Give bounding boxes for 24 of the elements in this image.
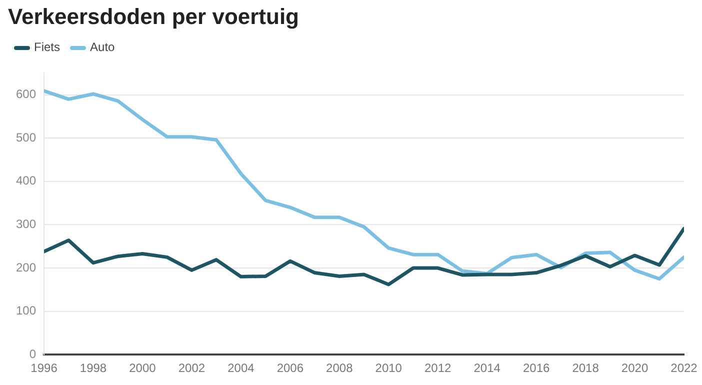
y-tick-label: 300 xyxy=(16,217,36,232)
legend-label: Fiets xyxy=(33,40,60,54)
legend-label: Auto xyxy=(89,40,115,54)
x-tick-label: 1996 xyxy=(30,361,58,376)
x-tick-label: 2002 xyxy=(178,361,206,376)
x-tick-label: 1998 xyxy=(80,361,107,376)
x-tick-label: 2010 xyxy=(375,361,402,376)
x-tick-label: 2004 xyxy=(228,361,255,376)
x-tick-label: 2014 xyxy=(474,361,501,376)
y-tick-label: 100 xyxy=(16,304,36,318)
chart-title: Verkeersdoden per voertuig xyxy=(8,4,299,30)
x-tick-label: 2016 xyxy=(522,361,550,376)
y-tick-label: 600 xyxy=(16,87,36,102)
y-tick-label: 400 xyxy=(16,174,36,188)
x-tick-label: 2022 xyxy=(670,361,698,376)
y-tick-label: 0 xyxy=(29,346,36,361)
x-tick-label: 2008 xyxy=(326,361,354,376)
y-tick-label: 200 xyxy=(16,260,36,274)
y-tick-label: 500 xyxy=(16,130,36,144)
x-tick-label: 2018 xyxy=(572,361,600,376)
x-tick-label: 2000 xyxy=(129,361,156,376)
x-tick-label: 2012 xyxy=(424,361,452,376)
x-tick-label: 2020 xyxy=(621,361,648,376)
x-tick-label: 2006 xyxy=(276,361,304,376)
